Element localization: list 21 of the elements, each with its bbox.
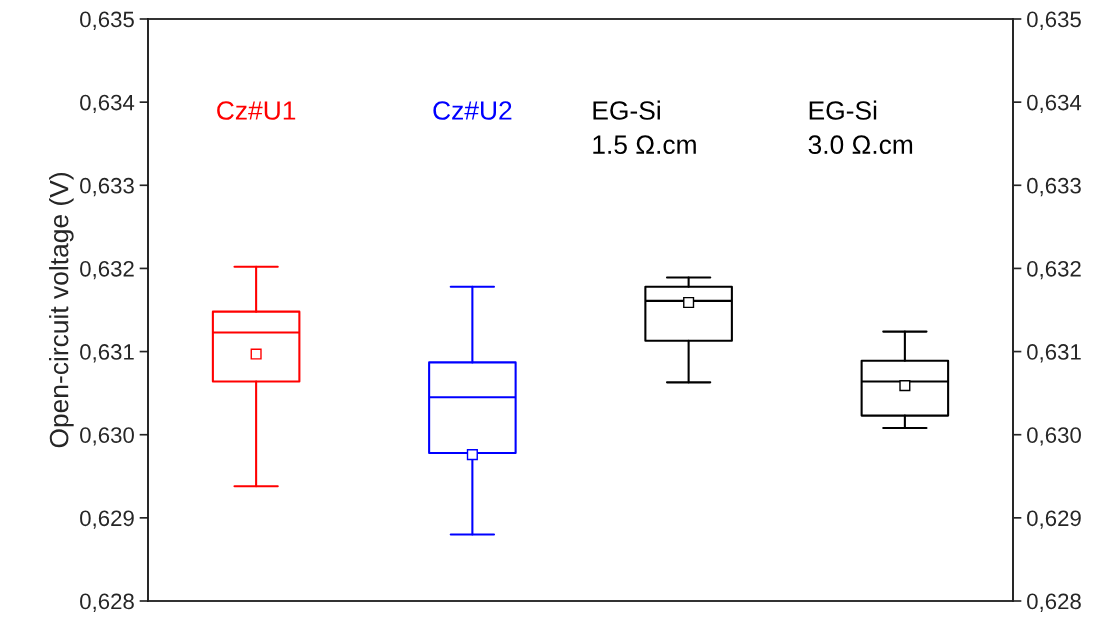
y2-tick-label: 0,631 — [1027, 344, 1081, 363]
y-tick-label: 0,631 — [80, 344, 134, 363]
y2-tick-label: 0,632 — [1027, 260, 1081, 280]
y-tick-label: 0,628 — [80, 593, 134, 612]
y-tick-label: 0,635 — [80, 11, 134, 30]
x-tick-label: EG-Si 3.0 Ω.cm — [808, 100, 913, 155]
y2-tick-label: 0,629 — [1027, 510, 1081, 529]
y2-tick-label: 0,635 — [1027, 11, 1081, 30]
y-tick-label: 0,630 — [80, 427, 134, 446]
y-axis-title: Open-circuit voltage (V) — [49, 173, 74, 448]
y2-tick-label: 0,628 — [1027, 593, 1081, 612]
x-tick-label: EG-Si 1.5 Ω.cm — [593, 100, 696, 155]
y2-tick-label: 0,633 — [1027, 177, 1081, 197]
y-tick-label: 0,629 — [80, 510, 134, 529]
x-tick-label: Cz#U1 — [217, 101, 296, 120]
x-tick-label: Cz#U2 — [433, 101, 512, 120]
y-tick-label: 0,634 — [80, 94, 135, 114]
y-tick-label: 0,632 — [80, 260, 134, 280]
y2-tick-label: 0,634 — [1027, 94, 1082, 114]
y-tick-label: 0,633 — [80, 177, 134, 197]
y2-tick-label: 0,630 — [1027, 427, 1081, 446]
